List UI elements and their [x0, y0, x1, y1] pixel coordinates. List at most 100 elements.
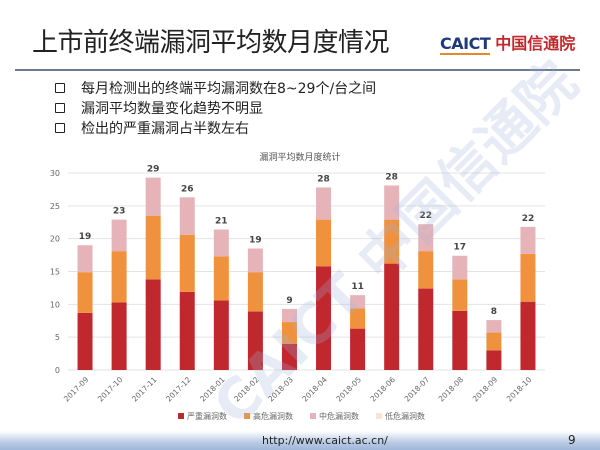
- total-data-label: 8: [491, 307, 497, 317]
- total-data-label: 28: [317, 174, 330, 184]
- title-divider: [15, 69, 580, 71]
- y-tick-label: 15: [50, 268, 60, 277]
- bar-segment-1: [384, 263, 400, 370]
- total-data-label: 23: [113, 207, 126, 217]
- y-tick-label: 10: [50, 300, 60, 309]
- bar-segment-3: [247, 248, 263, 273]
- x-tick-label: 2018-06: [369, 375, 398, 404]
- bar-segment-1: [247, 311, 263, 370]
- bar-segment-2: [247, 272, 263, 312]
- bar-segment-3: [111, 219, 127, 252]
- bar-segment-3: [179, 197, 195, 235]
- y-tick-label: 0: [55, 366, 60, 375]
- bar-segment-2: [384, 219, 400, 264]
- bar-segment-3: [452, 255, 468, 280]
- bullet-text: 检出的严重漏洞占半数左右: [81, 121, 249, 137]
- legend-swatch: [178, 413, 184, 419]
- legend-swatch: [244, 413, 250, 419]
- x-tick-label: 2018-02: [232, 375, 261, 404]
- x-tick-label: 2018-05: [334, 375, 363, 404]
- bar-segment-3: [316, 187, 332, 220]
- bar-segment-1: [111, 302, 127, 370]
- total-data-label: 22: [522, 214, 535, 224]
- total-data-label: 29: [147, 165, 160, 175]
- bar-segment-1: [213, 300, 229, 370]
- bar-segment-2: [77, 272, 93, 313]
- bullet-text: 漏洞平均数量变化趋势不明显: [81, 101, 263, 117]
- x-tick-label: 2017-10: [96, 375, 125, 404]
- bar-segment-1: [452, 310, 468, 370]
- x-tick-label: 2017-11: [130, 375, 159, 404]
- logo-cn: 中国信通院: [495, 34, 576, 53]
- bar-segment-3: [213, 229, 229, 257]
- y-tick-label: 25: [50, 202, 60, 211]
- bullet-item: 漏洞平均数量变化趋势不明显: [55, 98, 376, 118]
- bar-segment-3: [418, 224, 434, 252]
- bar-segment-3: [384, 185, 400, 220]
- total-data-label: 21: [215, 216, 228, 226]
- total-data-label: 22: [419, 211, 432, 221]
- logo-en: CAICT: [440, 34, 491, 55]
- bullet-item: 每月检测出的终端平均漏洞数在8~29个/台之间: [55, 78, 376, 98]
- bullet-item: 检出的严重漏洞占半数左右: [55, 118, 376, 138]
- bullet-list: 每月检测出的终端平均漏洞数在8~29个/台之间 漏洞平均数量变化趋势不明显 检出…: [55, 78, 376, 138]
- x-tick-label: 2018-08: [437, 375, 466, 404]
- x-tick-label: 2018-10: [505, 375, 534, 404]
- stacked-bar-chart: 漏洞平均数月度统计 0 5 10 15 20 25 30 19 2017-09 23 2017-10…: [50, 151, 545, 421]
- x-tick-label: 2018-03: [266, 375, 295, 404]
- total-data-label: 26: [181, 184, 194, 194]
- x-tick-label: 2018-04: [300, 375, 329, 404]
- checkbox-bullet-icon: [55, 103, 65, 113]
- footer-url[interactable]: http://www.caict.ac.cn/: [262, 434, 388, 447]
- legend-label: 低危漏洞数: [385, 411, 425, 421]
- y-tick-label: 30: [50, 169, 60, 178]
- bar-segment-2: [520, 253, 536, 302]
- bar-segment-1: [145, 279, 161, 370]
- bar-segment-2: [179, 234, 195, 292]
- bar-segment-2: [145, 215, 161, 280]
- total-data-label: 9: [286, 296, 292, 306]
- bar-segment-3: [520, 226, 536, 254]
- bar-segment-3: [486, 320, 502, 333]
- slide-title: 上市前终端漏洞平均数月度情况: [32, 28, 390, 58]
- bar-segment-2: [350, 308, 366, 329]
- legend-label: 严重漏洞数: [187, 411, 227, 421]
- bar-segment-2: [316, 219, 332, 267]
- checkbox-bullet-icon: [55, 123, 65, 133]
- chart-title: 漏洞平均数月度统计: [259, 151, 340, 163]
- bar-segment-1: [316, 266, 332, 370]
- bar-segment-3: [77, 245, 93, 273]
- total-data-label: 19: [249, 236, 262, 246]
- page-number: 9: [568, 433, 576, 447]
- x-tick-label: 2018-01: [198, 375, 227, 404]
- bar-segment-1: [281, 343, 297, 370]
- caict-logo: CAICT 中国信通院: [440, 30, 576, 55]
- legend-label: 高危漏洞数: [253, 411, 293, 421]
- legend-swatch: [310, 413, 316, 419]
- legend-swatch: [376, 413, 382, 419]
- bar-segment-2: [486, 332, 502, 351]
- bar-segment-1: [418, 288, 434, 370]
- legend-label: 中危漏洞数: [319, 411, 359, 421]
- x-tick-label: 2018-09: [471, 375, 500, 404]
- bar-segment-2: [452, 279, 468, 311]
- y-tick-label: 5: [55, 333, 60, 342]
- bar-segment-3: [350, 295, 366, 309]
- bar-segment-1: [486, 350, 502, 370]
- y-tick-label: 20: [50, 235, 60, 244]
- total-data-label: 19: [79, 232, 92, 242]
- bar-segment-2: [281, 322, 297, 344]
- bar-segment-1: [520, 301, 536, 370]
- total-data-label: 11: [351, 282, 364, 292]
- bar-segment-1: [350, 328, 366, 370]
- footer-bar: [0, 431, 600, 450]
- bar-segment-3: [145, 177, 161, 216]
- bar-segment-1: [77, 312, 93, 370]
- total-data-label: 17: [454, 243, 467, 253]
- total-data-label: 28: [385, 172, 398, 182]
- checkbox-bullet-icon: [55, 83, 65, 93]
- bar-segment-2: [213, 256, 229, 301]
- bar-segment-3: [281, 308, 297, 323]
- bar-segment-1: [179, 291, 195, 370]
- x-tick-label: 2017-12: [164, 375, 193, 404]
